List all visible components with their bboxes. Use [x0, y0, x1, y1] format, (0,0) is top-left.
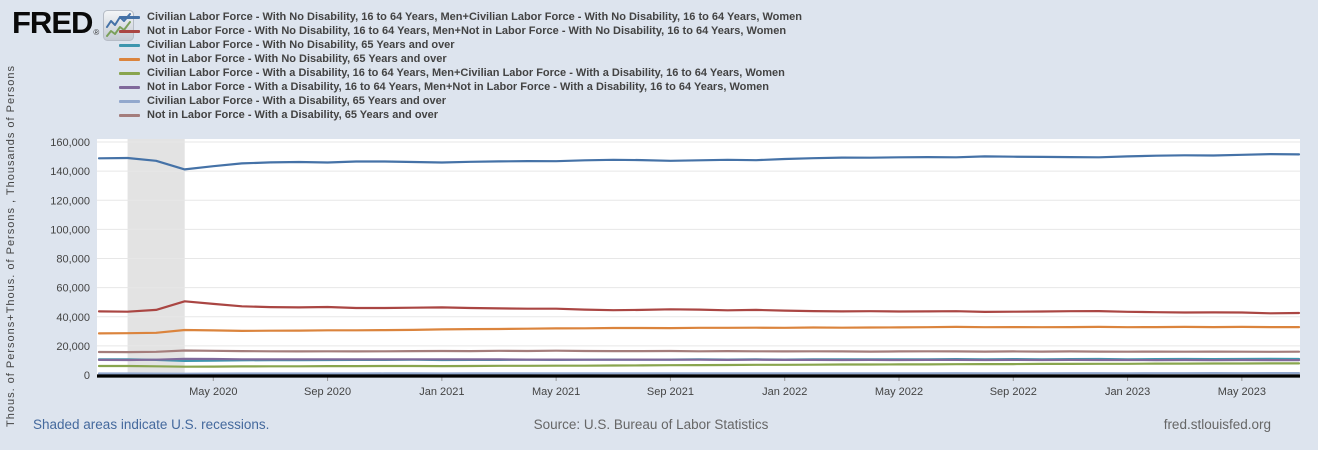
legend-label: Not in Labor Force - With a Disability, … — [147, 81, 769, 93]
legend-item-3[interactable]: Not in Labor Force - With No Disability,… — [119, 52, 802, 66]
legend-item-7[interactable]: Not in Labor Force - With a Disability, … — [119, 108, 802, 122]
legend-item-0[interactable]: Civilian Labor Force - With No Disabilit… — [119, 10, 802, 24]
x-tick-label: Sep 2022 — [990, 386, 1037, 398]
source-text: Source: U.S. Bureau of Labor Statistics — [533, 417, 769, 432]
legend-item-5[interactable]: Not in Labor Force - With a Disability, … — [119, 80, 802, 94]
x-tick-label: Sep 2020 — [304, 386, 351, 398]
legend-item-6[interactable]: Civilian Labor Force - With a Disability… — [119, 94, 802, 108]
plot-background — [97, 139, 1300, 375]
legend-label: Not in Labor Force - With a Disability, … — [147, 109, 439, 121]
fred-url-link[interactable]: fred.stlouisfed.org — [1163, 417, 1271, 432]
legend-swatch-icon — [119, 57, 140, 61]
x-tick-label: Jan 2021 — [419, 386, 464, 398]
series-line-3 — [97, 325, 1301, 335]
registered-mark: ® — [93, 28, 100, 37]
x-tick-label: May 2021 — [532, 386, 580, 398]
legend-item-4[interactable]: Civilian Labor Force - With a Disability… — [119, 66, 802, 80]
legend-item-2[interactable]: Civilian Labor Force - With No Disabilit… — [119, 38, 802, 52]
legend-swatch-icon — [119, 85, 140, 89]
recession-shading — [127, 139, 185, 375]
recession-note-link[interactable]: Shaded areas indicate U.S. recessions. — [33, 417, 270, 432]
legend-label: Civilian Labor Force - With No Disabilit… — [147, 39, 455, 51]
series-line-0 — [97, 153, 1301, 171]
legend-label: Civilian Labor Force - With No Disabilit… — [147, 11, 802, 23]
y-tick-label: 0 — [84, 370, 90, 382]
series-line-6 — [97, 372, 1301, 375]
fred-logo-text: FRED — [12, 5, 93, 40]
chart-legend: Civilian Labor Force - With No Disabilit… — [119, 10, 802, 122]
chart-footer: Shaded areas indicate U.S. recessions. S… — [0, 417, 1318, 435]
legend-label: Not in Labor Force - With No Disability,… — [147, 25, 787, 37]
legend-swatch-icon — [119, 99, 140, 103]
legend-label: Civilian Labor Force - With a Disability… — [147, 95, 447, 107]
x-tick-label: May 2020 — [189, 386, 237, 398]
series-line-5 — [97, 357, 1301, 362]
series-line-1 — [97, 300, 1301, 315]
legend-swatch-icon — [119, 43, 140, 47]
legend-swatch-icon — [119, 71, 140, 75]
y-tick-label: 60,000 — [56, 283, 90, 295]
legend-label: Not in Labor Force - With No Disability,… — [147, 53, 447, 65]
series-line-7 — [97, 349, 1301, 354]
y-tick-label: 40,000 — [56, 312, 90, 324]
y-tick-label: 140,000 — [50, 166, 90, 178]
x-tick-label: May 2022 — [875, 386, 923, 398]
x-tick-label: Jan 2023 — [1105, 386, 1150, 398]
y-tick-label: 160,000 — [50, 137, 90, 149]
legend-swatch-icon — [119, 29, 140, 33]
legend-item-1[interactable]: Not in Labor Force - With No Disability,… — [119, 24, 802, 38]
y-tick-label: 20,000 — [56, 341, 90, 353]
x-tick-label: Sep 2021 — [647, 386, 694, 398]
legend-label: Civilian Labor Force - With a Disability… — [147, 67, 785, 79]
y-tick-label: 80,000 — [56, 254, 90, 266]
x-tick-label: Jan 2022 — [762, 386, 807, 398]
x-tick-label: May 2023 — [1218, 386, 1266, 398]
legend-swatch-icon — [119, 113, 140, 117]
y-tick-label: 100,000 — [50, 224, 90, 236]
y-tick-label: 120,000 — [50, 195, 90, 207]
legend-swatch-icon — [119, 15, 140, 19]
series-line-4 — [97, 362, 1301, 368]
